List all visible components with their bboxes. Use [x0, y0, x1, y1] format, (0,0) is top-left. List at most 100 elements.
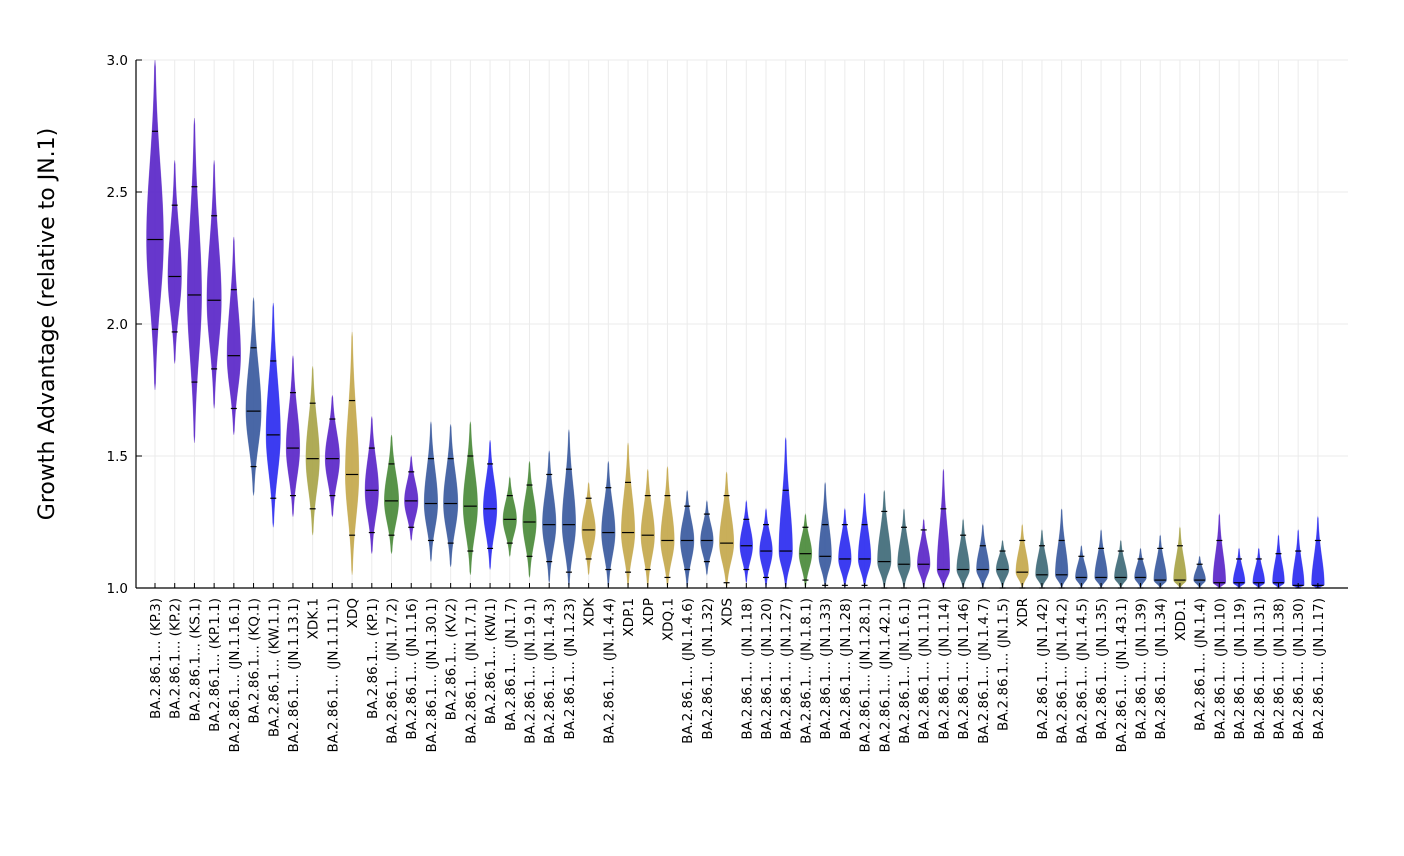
x-tick-label: BA.2.86.1... (KP.3) — [148, 598, 164, 719]
violin — [226, 236, 241, 435]
x-tick-label: BA.2.86.1... (JN.1.23) — [562, 598, 578, 740]
violin — [739, 499, 753, 584]
violin-body — [1291, 528, 1305, 589]
violin-body — [1252, 547, 1266, 589]
violin — [936, 469, 951, 590]
violin-body — [285, 355, 301, 517]
violin — [838, 507, 852, 590]
violin — [995, 539, 1010, 589]
y-tick-label: 3.0 — [107, 53, 128, 69]
violin-body — [265, 302, 281, 528]
violin-body — [324, 395, 340, 517]
y-tick-label: 1.0 — [107, 581, 128, 597]
x-tick-label: BA.2.86.1... (JN.1.8.1) — [798, 598, 814, 744]
violin — [1094, 528, 1108, 589]
violin — [1212, 512, 1227, 589]
violin-body — [305, 366, 320, 536]
x-tick-label: BA.2.86.1... (JN.1.4.4) — [601, 598, 617, 744]
violin-body — [522, 461, 537, 578]
x-tick-label: BA.2.86.1... (JN.1.4.5) — [1074, 598, 1090, 744]
violin — [917, 518, 931, 589]
violin — [857, 492, 872, 590]
x-tick-label: XDR — [1015, 598, 1031, 627]
violin-body — [226, 236, 241, 435]
violin — [265, 302, 281, 528]
x-tick-label: BA.2.86.1... (JN.1.17) — [1311, 598, 1327, 740]
violin-body — [1054, 508, 1069, 589]
violin — [798, 513, 813, 590]
violin-body — [956, 518, 970, 589]
x-tick-label: BA.2.86.1... (JN.1.19) — [1232, 598, 1248, 740]
violin — [1015, 523, 1029, 589]
violin-body — [542, 450, 557, 583]
violin-body — [1094, 528, 1108, 589]
violin — [167, 160, 182, 364]
x-tick-label: XDP — [641, 598, 657, 626]
x-tick-label: XDP.1 — [621, 598, 637, 637]
violin-body — [838, 507, 852, 590]
x-ticks: BA.2.86.1... (KP.3) BA.2.86.1... (KP.2) BA… — [148, 583, 1327, 753]
violin-body — [936, 469, 951, 590]
violin-body — [502, 476, 517, 558]
violin-body — [206, 160, 222, 409]
x-tick-label: BA.2.86.1... (JN.1.33) — [818, 598, 834, 740]
x-tick-label: BA.2.86.1... (JN.1.9.1) — [522, 598, 538, 744]
violin-body — [1035, 529, 1049, 589]
violin-body — [1212, 512, 1227, 589]
violin — [502, 476, 517, 558]
x-tick-label: BA.2.86.1... (JN.1.42) — [1035, 598, 1051, 740]
violin — [1291, 528, 1305, 589]
x-tick-label: BA.2.86.1... (JN.1.46) — [956, 598, 972, 740]
violin-body — [917, 518, 931, 589]
violin-body — [423, 421, 439, 562]
x-tick-label: BA.2.86.1... (JN.1.31) — [1252, 598, 1268, 740]
violin — [719, 471, 735, 589]
violin — [680, 490, 695, 589]
violin-body — [739, 499, 753, 584]
violin-body — [1232, 547, 1246, 589]
violin-body — [186, 118, 202, 443]
violin — [146, 59, 164, 391]
violin — [818, 482, 832, 589]
violin-body — [1134, 547, 1147, 589]
y-tick-label: 1.5 — [107, 449, 128, 465]
violin — [1134, 547, 1147, 589]
violin-body — [778, 437, 793, 589]
violin — [285, 355, 301, 517]
violin-body — [344, 331, 360, 575]
violin — [640, 469, 655, 589]
x-tick-label: BA.2.86.1... (JN.1.34) — [1153, 598, 1169, 740]
x-tick-label: BA.2.86.1... (JN.1.28) — [838, 598, 854, 740]
x-tick-label: BA.2.86.1... (JN.1.16.1) — [227, 598, 243, 753]
violin — [1035, 529, 1049, 589]
x-tick-label: BA.2.86.1... (JN.1.27) — [779, 598, 795, 740]
violin-body — [1311, 515, 1325, 589]
violin-body — [1272, 534, 1285, 589]
violin — [1232, 547, 1246, 589]
violin-body — [245, 297, 262, 496]
violin — [245, 297, 262, 496]
violin-body — [877, 490, 892, 590]
violin — [423, 421, 439, 562]
violin — [1153, 534, 1167, 589]
violin-body — [620, 442, 636, 589]
violin-body — [897, 508, 911, 589]
violin-body — [167, 160, 182, 364]
x-tick-label: BA.2.86.1... (JN.1.11.1) — [325, 598, 341, 753]
violin-body — [759, 507, 773, 590]
violin — [404, 454, 419, 542]
violin-body — [976, 523, 990, 589]
y-axis-label: Growth Advantage (relative to JN.1) — [35, 128, 60, 520]
x-tick-label: BA.2.86.1... (JN.1.4.6) — [680, 598, 696, 744]
violin-body — [719, 471, 735, 589]
violin — [976, 523, 990, 589]
x-tick-label: BA.2.86.1... (JN.1.4.2) — [1055, 598, 1071, 744]
violin — [1252, 547, 1266, 589]
grid-lines — [136, 59, 1348, 589]
x-tick-label: BA.2.86.1... (KS.1) — [187, 598, 203, 722]
violin-body — [146, 59, 164, 391]
violin — [1114, 539, 1128, 589]
x-tick-label: BA.2.86.1... (JN.1.42.1) — [877, 598, 893, 753]
x-tick-label: BA.2.86.1... (JN.1.38) — [1271, 598, 1287, 740]
x-tick-label: BA.2.86.1... (JN.1.30) — [1291, 598, 1307, 740]
